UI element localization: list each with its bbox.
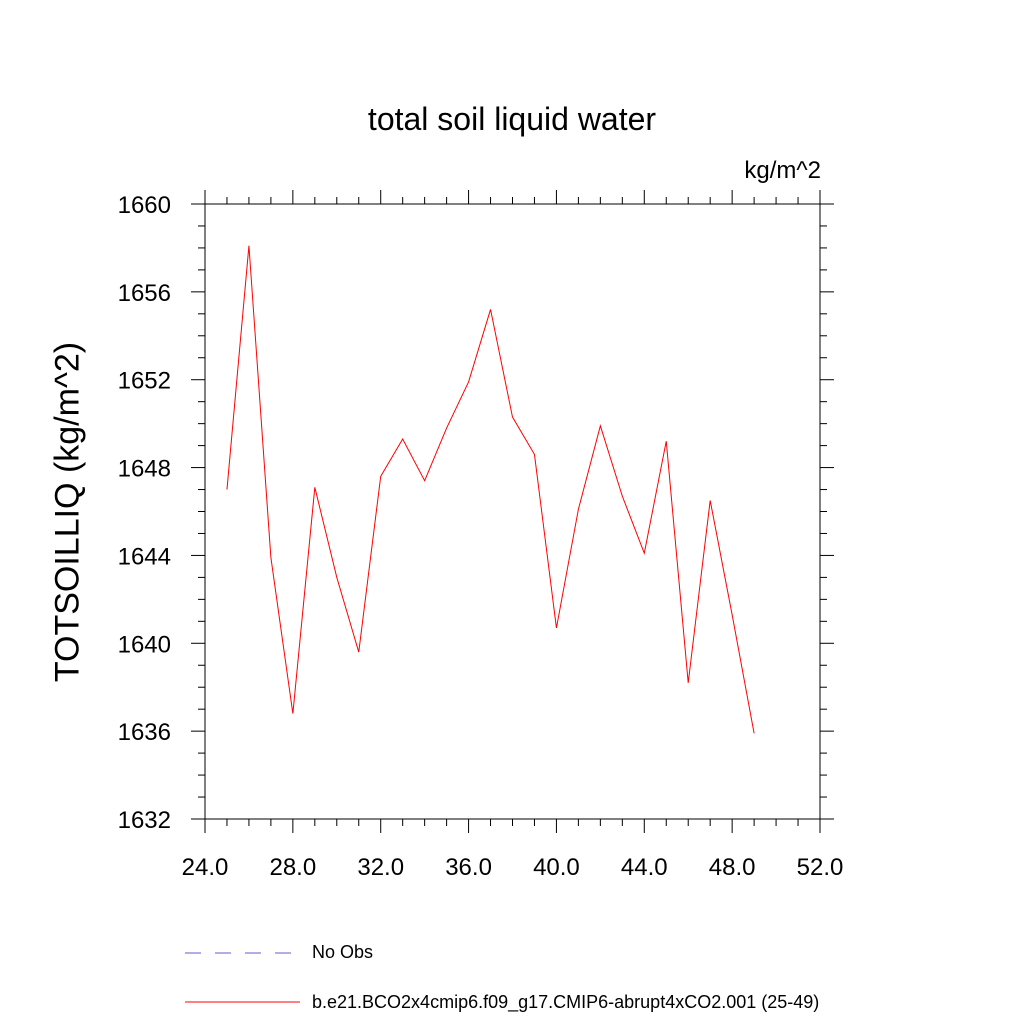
x-tick-label: 44.0 (621, 854, 668, 881)
plot-frame (204, 203, 821, 820)
y-tick-label: 1632 (118, 807, 171, 834)
y-tick-label: 1644 (118, 543, 171, 570)
x-tick-label: 28.0 (269, 854, 316, 881)
x-tick-label: 52.0 (797, 854, 844, 881)
legend-label-no-obs: No Obs (312, 942, 374, 962)
series-line-model-run (226, 245, 755, 734)
x-tick-label: 40.0 (533, 854, 580, 881)
x-tick-label: 32.0 (357, 854, 404, 881)
y-tick-label: 1648 (118, 456, 171, 483)
x-tick-label: 36.0 (445, 854, 492, 881)
y-tick-label: 1660 (118, 192, 171, 219)
units-label: kg/m^2 (744, 157, 821, 184)
y-tick-label: 1636 (118, 719, 171, 746)
x-tick-label: 48.0 (709, 854, 756, 881)
y-tick-label: 1656 (118, 280, 171, 307)
chart-title: total soil liquid water (367, 101, 657, 137)
y-tick-label: 1652 (118, 368, 171, 395)
x-tick-label: 24.0 (182, 854, 229, 881)
y-tick-label: 1640 (118, 631, 171, 658)
legend-label-model-run: b.e21.BCO2x4cmip6.f09_g17.CMIP6-abrupt4x… (312, 992, 820, 1012)
